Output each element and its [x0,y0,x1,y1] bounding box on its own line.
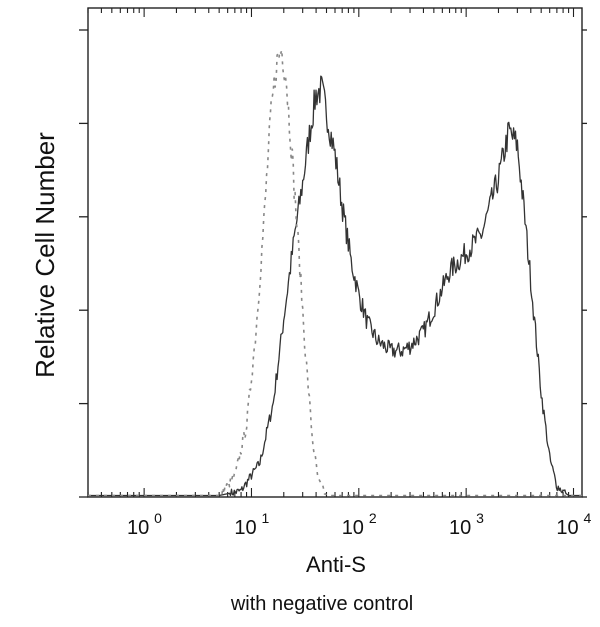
sample-histogram-line [88,75,582,497]
x-tick-label: 10 [234,517,256,539]
x-tick-label: 10 [556,517,578,539]
x-tick-exponent: 4 [584,510,592,526]
y-axis-title: Relative Cell Number [30,132,60,378]
plot-border [87,7,583,498]
y-axis-ticks [79,29,587,498]
control-histogram-line [88,49,582,497]
x-tick-label: 10 [127,517,149,539]
x-tick-exponent: 2 [369,510,377,526]
x-tick-label: 10 [449,517,471,539]
series-layer [88,49,582,497]
x-tick-exponent: 3 [476,510,484,526]
chart-subtitle: with negative control [230,593,413,615]
plot-frame [87,7,583,498]
x-tick-exponent: 0 [154,510,162,526]
x-axis-title: Anti-S [306,552,366,577]
x-tick-label: 10 [342,517,364,539]
x-axis-ticks: 10 0 10 1 10 2 10 3 10 4 [87,8,592,539]
x-tick-exponent: 1 [261,510,269,526]
